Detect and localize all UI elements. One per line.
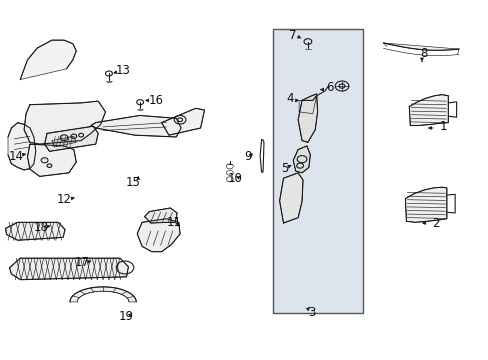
Text: 19: 19 [119, 310, 134, 324]
Text: 15: 15 [125, 176, 141, 189]
Polygon shape [383, 43, 458, 50]
Polygon shape [279, 173, 303, 223]
Polygon shape [44, 126, 98, 151]
Text: 12: 12 [57, 193, 71, 206]
Polygon shape [52, 136, 76, 147]
Polygon shape [70, 287, 136, 302]
Polygon shape [293, 146, 310, 173]
Polygon shape [5, 222, 65, 240]
Text: 16: 16 [148, 94, 163, 107]
Polygon shape [137, 219, 180, 252]
Text: 10: 10 [227, 172, 242, 185]
Polygon shape [27, 144, 76, 176]
Text: 5: 5 [281, 162, 288, 175]
Polygon shape [20, 40, 76, 80]
Polygon shape [161, 108, 204, 135]
Polygon shape [91, 116, 181, 137]
Text: 3: 3 [307, 306, 315, 319]
Text: 8: 8 [419, 47, 427, 60]
Polygon shape [8, 123, 36, 170]
Text: 6: 6 [326, 81, 333, 94]
Text: 4: 4 [286, 92, 293, 105]
Text: 11: 11 [166, 216, 182, 229]
Polygon shape [408, 95, 447, 126]
Polygon shape [405, 187, 446, 222]
Bar [272, 30, 362, 313]
Polygon shape [24, 101, 105, 144]
Text: 7: 7 [288, 29, 295, 42]
Text: 17: 17 [75, 256, 90, 269]
Text: 18: 18 [33, 221, 48, 234]
Text: 13: 13 [116, 64, 131, 77]
Text: 1: 1 [438, 121, 446, 134]
Text: 14: 14 [9, 150, 24, 163]
Text: 9: 9 [244, 150, 252, 163]
Polygon shape [298, 94, 317, 142]
Polygon shape [9, 258, 128, 280]
Polygon shape [144, 208, 177, 223]
Text: 2: 2 [431, 216, 439, 230]
